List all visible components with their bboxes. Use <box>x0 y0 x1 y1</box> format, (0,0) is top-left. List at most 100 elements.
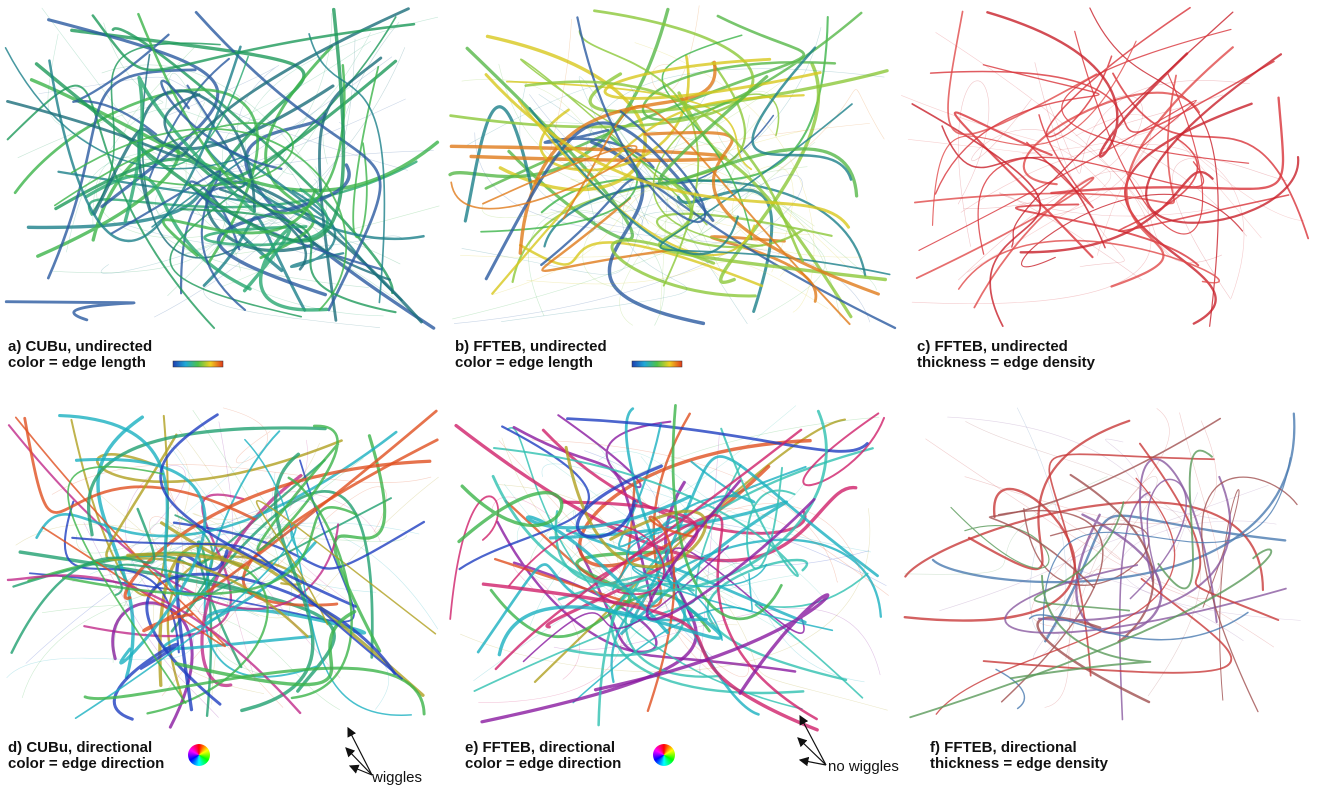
edge-bundle <box>914 74 1177 205</box>
color-wheel <box>653 744 675 766</box>
edge-bundle <box>457 484 564 544</box>
edge-bundle <box>153 441 265 694</box>
edge-bundle <box>957 240 1220 290</box>
edge-bundle <box>554 510 653 601</box>
edge-bundle <box>907 139 1112 273</box>
edge-bundle <box>508 523 665 595</box>
edge-bundle <box>1129 478 1187 600</box>
edge-bundle <box>91 14 416 72</box>
edge-bundle <box>145 572 397 706</box>
caption: e) FFTEB, directional <box>465 739 615 756</box>
edge-bundle <box>308 33 386 304</box>
edge-bundle <box>123 75 256 223</box>
edge-bundle <box>452 121 752 320</box>
caption: color = edge length <box>8 354 146 371</box>
edge-bundle <box>656 212 833 249</box>
edge-bundle <box>53 122 294 207</box>
edge-bundle <box>947 416 1198 552</box>
edge-bundle <box>461 80 716 275</box>
edge-bundle <box>179 208 397 314</box>
edge-bundle <box>23 416 256 521</box>
edge-bundle <box>582 183 815 288</box>
edge-bundle <box>964 420 1217 524</box>
edge-bundle <box>719 62 821 284</box>
edge-bundle <box>1061 28 1250 164</box>
edge-bundle <box>163 93 308 271</box>
edge-bundle <box>450 144 638 210</box>
edge-bundle <box>657 75 859 198</box>
edge-bundle <box>70 127 347 311</box>
edge-bundle <box>51 464 432 495</box>
edge-bundle <box>1139 458 1218 624</box>
edge-bundle <box>1026 114 1094 209</box>
edge-bundle <box>74 523 307 719</box>
edge-bundle <box>192 442 330 593</box>
edge-bundle <box>541 463 871 553</box>
edge-bundle <box>541 428 807 535</box>
edge-bundle <box>746 466 796 570</box>
edge-bundle <box>216 530 341 682</box>
edge-bundle <box>575 550 672 607</box>
edge-bundle <box>982 577 1232 674</box>
edge-bundle <box>634 42 815 313</box>
edge-bundle <box>1035 114 1152 217</box>
edge-bundle <box>995 668 1025 710</box>
edge-bundle <box>671 404 783 621</box>
edge-bundle <box>465 46 634 242</box>
edge-bundle <box>518 241 764 288</box>
edge-bundle <box>463 105 534 223</box>
edge-bundle <box>47 18 220 209</box>
edge-bundle <box>915 176 1095 309</box>
edge-bundle <box>1110 46 1234 288</box>
edge-bundle <box>610 538 883 684</box>
edge-bundle <box>184 130 317 254</box>
edge-bundle <box>497 598 723 657</box>
edge-bundle <box>957 80 990 247</box>
edge-bundle <box>484 121 715 281</box>
edge-bundle <box>501 160 688 322</box>
edge-bundle <box>96 415 145 679</box>
edge-bundle <box>564 445 708 569</box>
edge-bundle <box>352 65 380 239</box>
edge-bundle <box>287 476 353 700</box>
edge-bundle <box>610 582 805 695</box>
edge-bundle <box>174 609 357 687</box>
edge-bundle <box>626 530 768 588</box>
edge-bundle <box>659 181 741 317</box>
edge-bundle <box>528 107 739 256</box>
edge-bundle <box>549 18 870 170</box>
edge-bundle <box>74 457 207 665</box>
edge-bundle <box>578 29 700 287</box>
edge-bundle <box>1016 407 1067 636</box>
edge-bundle <box>1023 91 1201 186</box>
edge-bundle <box>244 438 412 716</box>
edge-bundle <box>498 440 749 677</box>
edge-bundle <box>529 94 644 229</box>
edge-bundle <box>953 111 1094 259</box>
caption: thickness = edge density <box>917 354 1096 371</box>
edge-bundle <box>999 192 1210 281</box>
edge-bundle <box>1037 475 1232 622</box>
edge-bundle <box>575 464 663 539</box>
edge-bundle <box>598 450 805 517</box>
edge-bundle <box>458 425 590 571</box>
edge-bundle <box>1120 520 1301 621</box>
caption: f) FFTEB, directional <box>930 739 1077 756</box>
edge-bundle <box>71 536 403 680</box>
edge-bundle <box>512 564 580 680</box>
edge-bundle <box>699 434 720 675</box>
edge-bundle <box>1031 408 1170 627</box>
edge-bundle <box>901 95 1173 259</box>
edge-bundle <box>651 5 700 93</box>
edge-bundle <box>467 82 634 151</box>
edge-bundle <box>174 497 392 603</box>
edge-bundle <box>541 196 673 272</box>
edge-bundle <box>46 68 197 280</box>
edge-bundle <box>572 561 738 603</box>
edge-bundle <box>950 506 1050 569</box>
wiggle-arrows <box>345 714 827 776</box>
edge-bundle <box>524 80 804 263</box>
edge-bundle <box>126 521 250 570</box>
